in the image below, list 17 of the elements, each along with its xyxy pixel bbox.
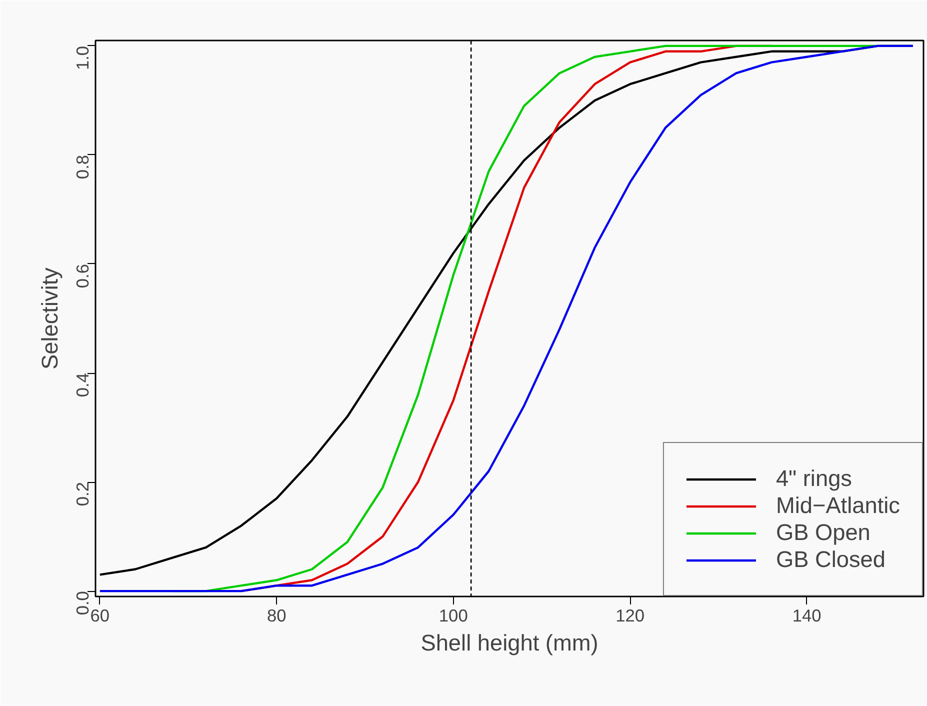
x-tick-label: 100 xyxy=(438,606,468,626)
legend-label: 4" rings xyxy=(776,465,852,492)
x-tick-label: 120 xyxy=(616,606,645,626)
y-tick-label: 0.0 xyxy=(72,591,92,616)
y-tick-label: 0.2 xyxy=(72,482,92,506)
y-tick-label: 0.6 xyxy=(72,264,92,288)
y-tick-label: 0.8 xyxy=(72,154,92,180)
legend-label: GB Closed xyxy=(776,546,886,573)
y-tick-label: 0.4 xyxy=(72,372,92,398)
x-tick-label: 140 xyxy=(792,606,822,626)
legend-label: GB Open xyxy=(776,519,870,546)
legend-label: Mid−Atlantic xyxy=(776,492,900,519)
y-axis-title: Selectivity xyxy=(36,266,62,370)
y-tick-label: 1.0 xyxy=(72,46,92,70)
x-axis-title: Shell height (mm) xyxy=(420,630,598,656)
x-tick-label: 80 xyxy=(267,606,286,626)
x-tick-label: 60 xyxy=(90,606,110,626)
